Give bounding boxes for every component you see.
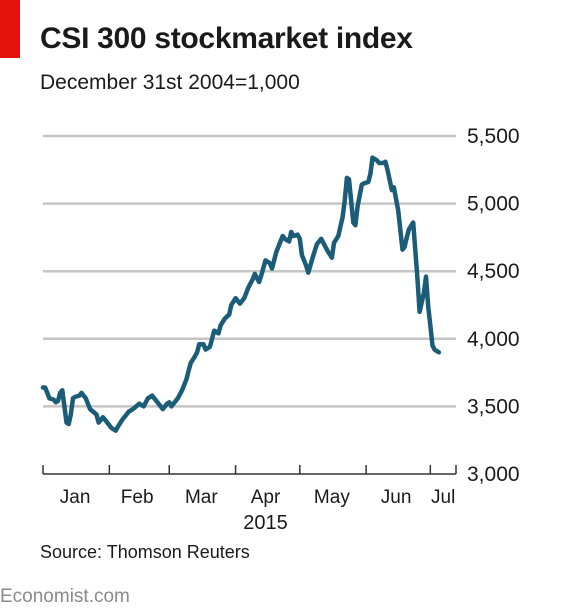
x-year-label: 2015 (243, 512, 288, 534)
y-tick-label: 3,500 (467, 395, 520, 418)
chart-title: CSI 300 stockmarket index (40, 22, 413, 55)
x-tick-label: Feb (121, 487, 154, 508)
y-tick-label: 4,000 (467, 328, 520, 351)
y-tick-label: 5,500 (467, 125, 520, 148)
x-tick-label: Apr (251, 487, 281, 508)
source-note: Source: Thomson Reuters (40, 542, 250, 562)
accent-bar (0, 0, 20, 58)
x-tick-label: May (314, 487, 350, 508)
series-line (40, 155, 442, 433)
y-tick-label: 3,000 (467, 463, 520, 486)
x-tick-label: Jun (381, 487, 412, 508)
footer-brand: Economist.com (0, 586, 130, 607)
x-tick-label: Jul (431, 487, 455, 508)
x-tick-label: Jan (60, 487, 91, 508)
y-tick-label: 4,500 (467, 260, 520, 283)
x-tick-label: Mar (185, 487, 218, 508)
chart-subtitle: December 31st 2004=1,000 (40, 71, 300, 94)
y-tick-label: 5,000 (467, 193, 520, 216)
